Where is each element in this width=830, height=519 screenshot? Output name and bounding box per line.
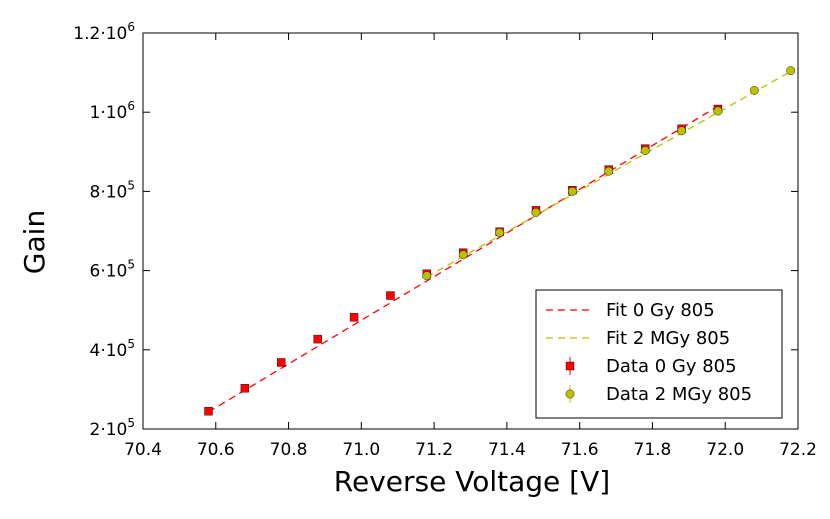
- y-tick-mantissa: 1.2: [73, 24, 100, 44]
- y-tick-exponent: 5: [127, 416, 135, 430]
- y-tick-exponent: 5: [127, 258, 135, 272]
- x-tick-label: 71.8: [634, 440, 672, 460]
- x-axis-label: Reverse Voltage [V]: [334, 465, 610, 498]
- y-tick-base: ·10: [100, 24, 127, 44]
- data-point-2mgy: [531, 207, 541, 217]
- x-tick-label: 72.0: [706, 440, 744, 460]
- legend-label: Data 2 MGy 805: [606, 384, 752, 405]
- x-tick-label: 71.0: [342, 440, 380, 460]
- data-point-2mgy: [677, 126, 686, 136]
- legend: Fit 0 Gy 805 Fit 2 MGy 805 Data 0 Gy 805 Da…: [535, 289, 783, 419]
- y-tick-base: ·10: [100, 103, 127, 123]
- legend-swatch-square: [565, 361, 575, 371]
- y-tick-label: 1.2·106: [73, 20, 135, 44]
- data-point-0gy: [349, 313, 359, 322]
- y-tick-base: ·10: [100, 420, 127, 440]
- data-markers: [204, 66, 796, 416]
- y-tick-base: ·10: [100, 262, 127, 282]
- legend-box: [535, 289, 783, 419]
- x-tick-label: 70.6: [197, 440, 235, 460]
- legend-swatch-circle: [565, 389, 575, 399]
- data-point-2mgy: [495, 228, 505, 237]
- x-tick-label: 70.4: [124, 440, 162, 460]
- y-tick-exponent: 5: [127, 178, 135, 192]
- data-point-0gy: [313, 334, 322, 344]
- data-point-2mgy: [458, 250, 468, 260]
- y-tick-mantissa: 2: [89, 420, 100, 440]
- legend-label: Fit 0 Gy 805: [606, 300, 715, 321]
- x-tick-label: 70.8: [270, 440, 308, 460]
- axis-ticks: [142, 32, 799, 430]
- y-tick-label: 6·105: [89, 258, 135, 282]
- y-tick-exponent: 5: [127, 337, 135, 351]
- data-point-2mgy: [567, 186, 577, 196]
- x-tick-label: 71.4: [488, 440, 526, 460]
- data-point-0gy: [240, 384, 250, 393]
- y-tick-base: ·10: [100, 182, 127, 202]
- data-point-2mgy: [604, 166, 614, 176]
- data-point-0gy: [204, 406, 213, 416]
- data-point-0gy: [277, 358, 286, 367]
- x-tick-label: 71.2: [415, 440, 453, 460]
- data-point-2mgy: [422, 271, 432, 281]
- y-tick-label: 1·106: [89, 99, 135, 123]
- x-tick-label: 72.2: [779, 440, 817, 460]
- y-tick-exponent: 6: [127, 20, 135, 34]
- data-point-2mgy: [640, 146, 650, 156]
- data-point-0gy: [386, 291, 395, 300]
- y-tick-label: 4·105: [89, 337, 135, 361]
- x-tick-label: 71.6: [561, 440, 599, 460]
- plot-frame: [142, 32, 799, 430]
- y-axis-label: Gain: [18, 210, 51, 274]
- y-tick-label: 2·105: [89, 416, 135, 440]
- y-tick-mantissa: 8: [89, 182, 100, 202]
- legend-label: Data 0 Gy 805: [606, 356, 737, 377]
- y-tick-base: ·10: [100, 341, 127, 361]
- legend-label: Fit 2 MGy 805: [606, 328, 730, 349]
- y-tick-mantissa: 4: [89, 341, 100, 361]
- data-point-2mgy: [713, 106, 723, 116]
- data-point-2mgy: [786, 66, 796, 76]
- y-tick-exponent: 6: [127, 99, 135, 113]
- y-tick-mantissa: 1: [89, 103, 100, 123]
- y-tick-label: 8·105: [89, 178, 135, 202]
- x-tick-labels: 70.4 70.6 70.8 71.0 71.2 71.4 71.6 71.8 72.0 72.2: [124, 440, 817, 460]
- data-point-2mgy: [749, 86, 759, 95]
- fit-line-0: [208, 105, 719, 413]
- y-tick-mantissa: 6: [89, 262, 100, 282]
